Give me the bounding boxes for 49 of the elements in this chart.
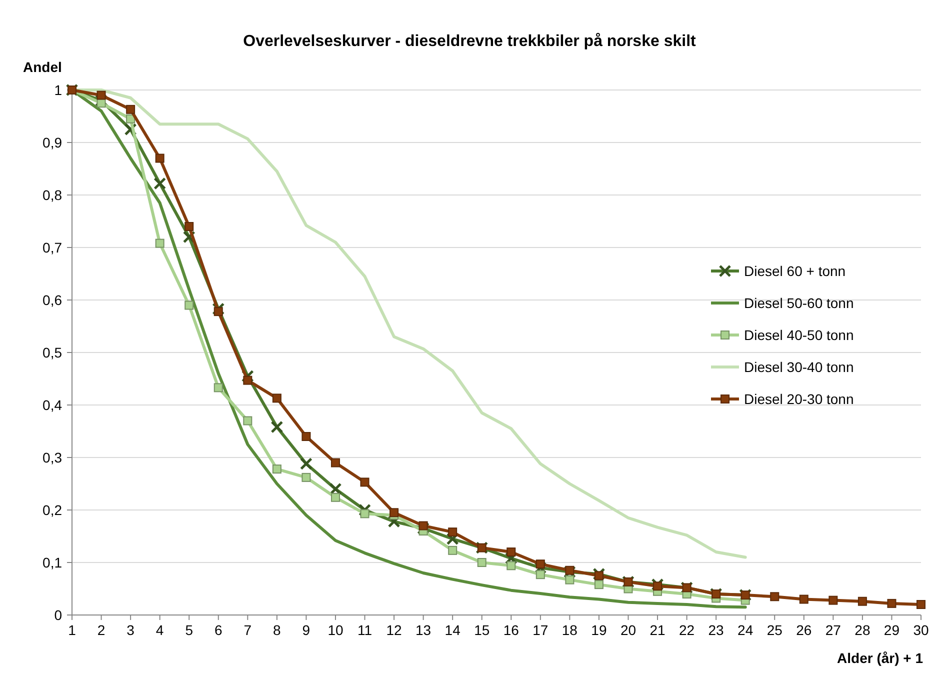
legend-label: Diesel 50-60 tonn <box>744 295 854 311</box>
y-tick-label: 0,4 <box>42 397 62 413</box>
legend-label: Diesel 30-40 tonn <box>744 359 854 375</box>
y-tick-label: 0,1 <box>42 554 62 570</box>
x-tick-label: 3 <box>126 622 135 638</box>
y-tick-label: 0,3 <box>42 450 62 466</box>
y-tick-label: 0,5 <box>42 344 62 360</box>
x-tick-label: 23 <box>708 622 724 638</box>
x-tick-label: 2 <box>97 622 106 638</box>
x-tick-label: 4 <box>156 622 164 638</box>
y-tick-label: 0,8 <box>42 187 62 203</box>
x-tick-label: 6 <box>214 622 222 638</box>
x-tick-label: 9 <box>302 622 310 638</box>
chart-title: Overlevelseskurver - dieseldrevne trekkbiler på norske skilt <box>243 32 697 50</box>
legend-label: Diesel 20-30 tonn <box>744 391 854 407</box>
x-tick-label: 15 <box>474 622 490 638</box>
x-tick-label: 12 <box>386 622 402 638</box>
x-tick-label: 18 <box>562 622 578 638</box>
x-tick-label: 5 <box>185 622 194 638</box>
x-tick-label: 20 <box>620 622 636 638</box>
x-tick-label: 11 <box>357 622 372 638</box>
x-tick-label: 14 <box>444 622 461 638</box>
x-tick-label: 10 <box>328 622 344 638</box>
y-tick-label: 0,9 <box>42 134 62 150</box>
x-tick-label: 1 <box>68 622 76 638</box>
x-tick-label: 17 <box>532 622 548 638</box>
x-axis-title: Alder (år) + 1 <box>837 650 924 666</box>
x-tick-label: 21 <box>650 622 666 638</box>
y-axis-title: Andel <box>23 59 62 75</box>
y-tick-label: 0,6 <box>42 292 62 308</box>
x-tick-label: 28 <box>854 622 870 638</box>
x-tick-label: 19 <box>591 622 607 638</box>
x-tick-label: 16 <box>503 622 520 638</box>
y-tick-label: 0,2 <box>42 502 62 518</box>
legend-label: Diesel 60 + tonn <box>744 263 846 279</box>
y-tick-label: 0,7 <box>42 240 62 256</box>
x-tick-label: 8 <box>273 622 282 638</box>
x-tick-label: 30 <box>913 622 929 638</box>
x-tick-label: 22 <box>679 622 695 638</box>
x-tick-label: 26 <box>796 622 812 638</box>
x-tick-label: 24 <box>738 622 754 638</box>
x-tick-label: 7 <box>244 622 252 638</box>
x-tick-label: 25 <box>766 622 783 638</box>
y-tick-label: 1 <box>54 82 62 98</box>
x-tick-label: 27 <box>825 622 842 638</box>
y-tick-label: 0 <box>54 607 62 623</box>
x-tick-label: 13 <box>416 622 432 638</box>
legend-label: Diesel 40-50 tonn <box>744 327 854 343</box>
x-tick-label: 29 <box>884 622 900 638</box>
